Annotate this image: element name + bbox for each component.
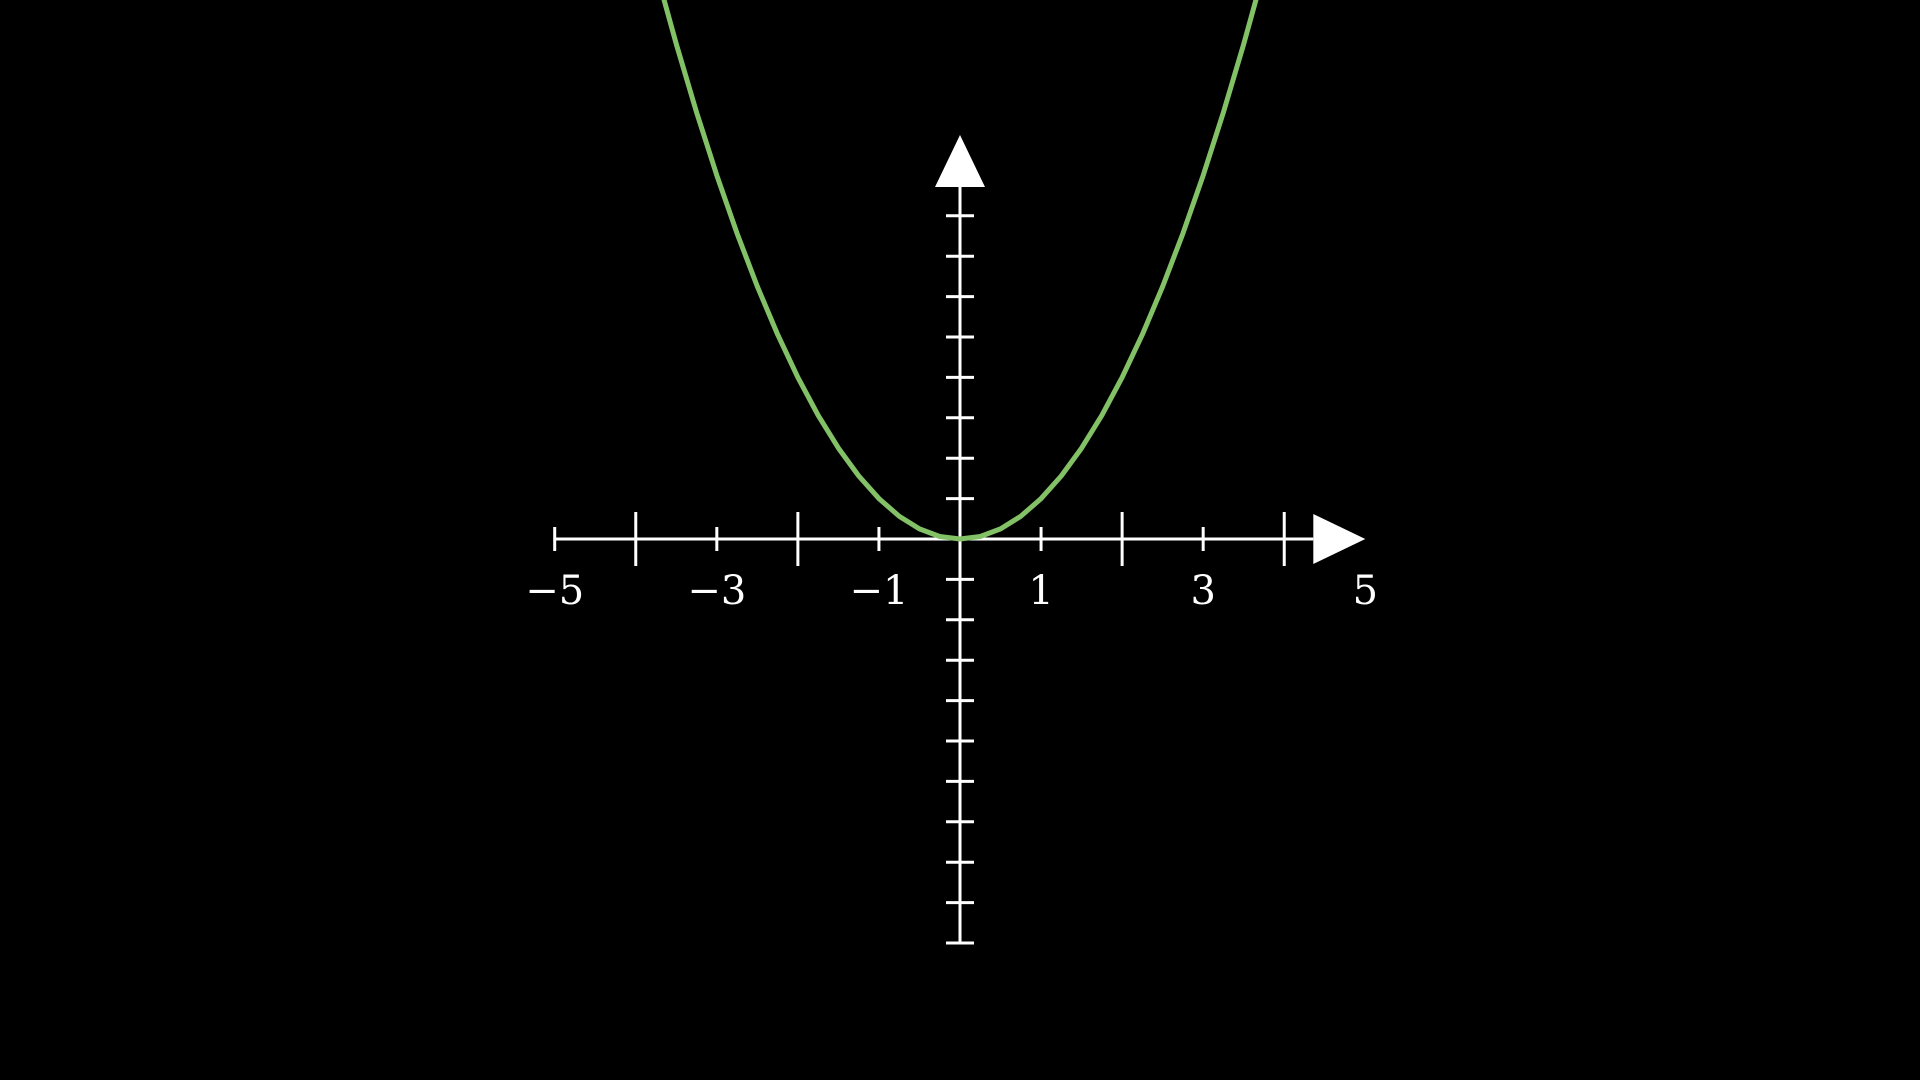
y-axis-arrow xyxy=(935,135,985,187)
x-tick-label: −5 xyxy=(525,568,584,614)
x-tick-label: 3 xyxy=(1190,568,1215,614)
x-tick-label: −1 xyxy=(849,568,908,614)
x-tick-label: 5 xyxy=(1353,568,1378,614)
x-axis-arrow xyxy=(1313,514,1366,564)
curve xyxy=(661,0,1259,542)
x-tick-label: 1 xyxy=(1028,568,1053,614)
x-tick-label: −3 xyxy=(687,568,746,614)
